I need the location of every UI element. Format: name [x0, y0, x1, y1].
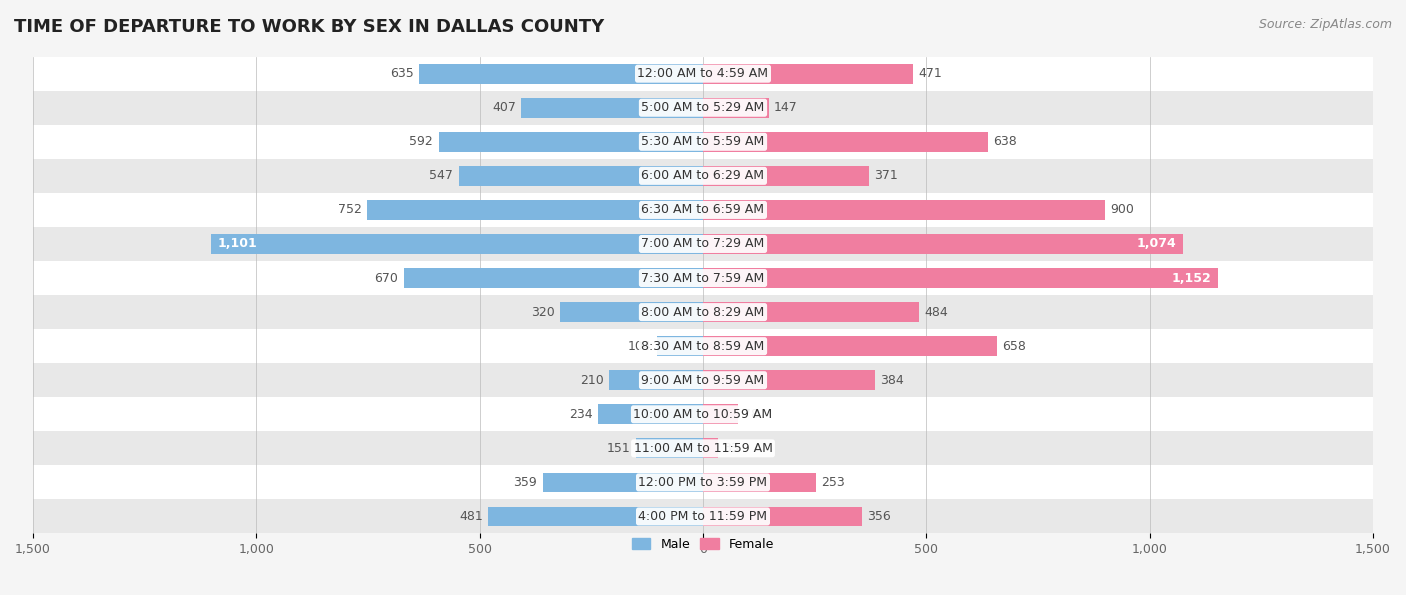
Text: 484: 484	[925, 306, 948, 318]
Bar	[32, 227, 1374, 261]
Bar	[703, 132, 988, 152]
Text: 8:00 AM to 8:29 AM: 8:00 AM to 8:29 AM	[641, 306, 765, 318]
Bar	[32, 159, 1374, 193]
Text: 320: 320	[531, 306, 555, 318]
Text: 210: 210	[581, 374, 603, 387]
Text: 147: 147	[775, 101, 797, 114]
Text: 12:00 AM to 4:59 AM: 12:00 AM to 4:59 AM	[637, 67, 769, 80]
Bar	[404, 268, 703, 288]
Text: TIME OF DEPARTURE TO WORK BY SEX IN DALLAS COUNTY: TIME OF DEPARTURE TO WORK BY SEX IN DALL…	[14, 18, 605, 36]
Text: 1,152: 1,152	[1171, 271, 1211, 284]
Text: 900: 900	[1111, 203, 1135, 217]
Bar	[703, 302, 920, 322]
Text: 356: 356	[868, 510, 891, 523]
Text: 658: 658	[1002, 340, 1026, 353]
Bar	[703, 472, 815, 492]
Bar	[703, 506, 862, 527]
Bar	[32, 90, 1374, 125]
Text: 151: 151	[606, 442, 630, 455]
Text: 9:00 AM to 9:59 AM: 9:00 AM to 9:59 AM	[641, 374, 765, 387]
Text: 635: 635	[391, 67, 413, 80]
Bar	[522, 98, 703, 118]
Bar	[636, 439, 703, 458]
Bar	[32, 363, 1374, 397]
Text: 384: 384	[880, 374, 904, 387]
Text: 6:30 AM to 6:59 AM: 6:30 AM to 6:59 AM	[641, 203, 765, 217]
Bar	[703, 439, 717, 458]
Text: 752: 752	[337, 203, 361, 217]
Text: 481: 481	[458, 510, 482, 523]
Bar	[419, 64, 703, 83]
Bar	[703, 268, 1218, 288]
Bar	[488, 506, 703, 527]
Text: 6:00 AM to 6:29 AM: 6:00 AM to 6:29 AM	[641, 170, 765, 182]
Bar	[211, 234, 703, 254]
Bar	[703, 405, 738, 424]
Text: 11:00 AM to 11:59 AM: 11:00 AM to 11:59 AM	[634, 442, 772, 455]
Text: 5:30 AM to 5:59 AM: 5:30 AM to 5:59 AM	[641, 135, 765, 148]
Text: 104: 104	[627, 340, 651, 353]
Text: 4:00 PM to 11:59 PM: 4:00 PM to 11:59 PM	[638, 510, 768, 523]
Text: 1,101: 1,101	[218, 237, 257, 250]
Bar	[703, 98, 769, 118]
Bar	[560, 302, 703, 322]
Bar	[32, 295, 1374, 329]
Text: 12:00 PM to 3:59 PM: 12:00 PM to 3:59 PM	[638, 476, 768, 489]
Text: 33: 33	[723, 442, 738, 455]
Text: Source: ZipAtlas.com: Source: ZipAtlas.com	[1258, 18, 1392, 31]
Bar	[32, 499, 1374, 534]
Text: 253: 253	[821, 476, 845, 489]
Bar	[32, 57, 1374, 90]
Text: 547: 547	[429, 170, 453, 182]
Bar	[599, 405, 703, 424]
Bar	[32, 431, 1374, 465]
Bar	[609, 370, 703, 390]
Bar	[32, 261, 1374, 295]
Bar	[703, 370, 875, 390]
Bar	[32, 465, 1374, 499]
Bar	[439, 132, 703, 152]
Bar	[703, 234, 1182, 254]
Bar	[458, 166, 703, 186]
Bar	[703, 200, 1105, 220]
Text: 471: 471	[918, 67, 942, 80]
Bar	[32, 125, 1374, 159]
Bar	[32, 397, 1374, 431]
Text: 7:00 AM to 7:29 AM: 7:00 AM to 7:29 AM	[641, 237, 765, 250]
Text: 234: 234	[569, 408, 593, 421]
Bar	[703, 336, 997, 356]
Text: 10:00 AM to 10:59 AM: 10:00 AM to 10:59 AM	[634, 408, 772, 421]
Legend: Male, Female: Male, Female	[627, 533, 779, 556]
Text: 1,074: 1,074	[1136, 237, 1175, 250]
Text: 592: 592	[409, 135, 433, 148]
Bar	[703, 166, 869, 186]
Bar	[543, 472, 703, 492]
Bar	[703, 64, 914, 83]
Bar	[32, 329, 1374, 363]
Text: 7:30 AM to 7:59 AM: 7:30 AM to 7:59 AM	[641, 271, 765, 284]
Text: 407: 407	[492, 101, 516, 114]
Text: 5:00 AM to 5:29 AM: 5:00 AM to 5:29 AM	[641, 101, 765, 114]
Bar	[657, 336, 703, 356]
Text: 78: 78	[744, 408, 759, 421]
Text: 670: 670	[374, 271, 398, 284]
Bar	[367, 200, 703, 220]
Text: 371: 371	[875, 170, 898, 182]
Text: 8:30 AM to 8:59 AM: 8:30 AM to 8:59 AM	[641, 340, 765, 353]
Text: 359: 359	[513, 476, 537, 489]
Bar	[32, 193, 1374, 227]
Text: 638: 638	[994, 135, 1017, 148]
